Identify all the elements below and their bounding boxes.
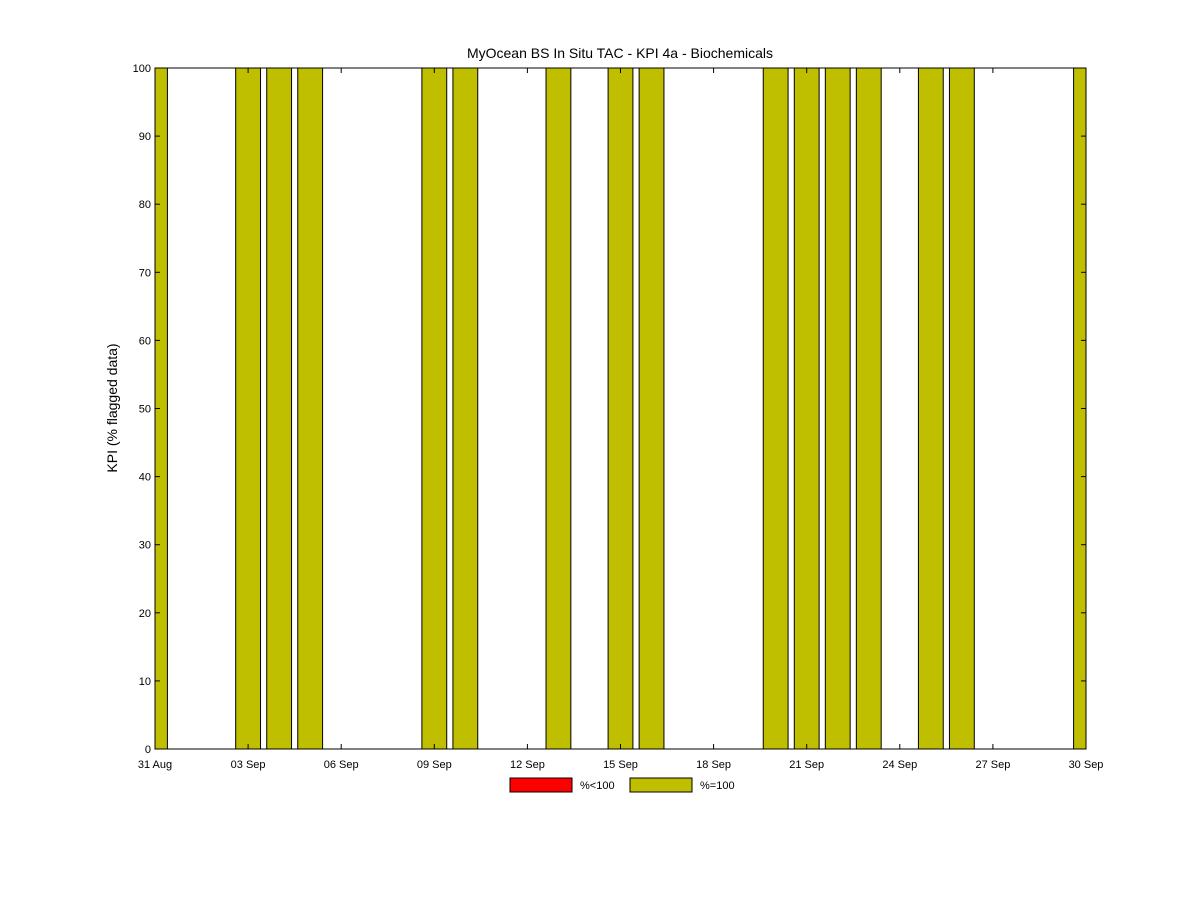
bar: [452, 67, 479, 750]
bar: [917, 67, 944, 750]
y-tick-label: 20: [139, 608, 151, 620]
x-tick-label: 21 Sep: [789, 759, 824, 771]
y-tick-label: 40: [139, 472, 151, 484]
x-tick-label: 30 Sep: [1069, 759, 1104, 771]
y-tick-label: 60: [139, 335, 151, 347]
x-tick-label: 24 Sep: [882, 759, 917, 771]
x-tick-label: 03 Sep: [231, 759, 266, 771]
x-tick-label: 15 Sep: [603, 759, 638, 771]
x-axis: 31 Aug 03 Sep 06 Sep 09 Sep 12 Sep 15 Sep 18 S…: [138, 68, 1104, 771]
bar: [948, 67, 975, 750]
y-tick-label: 80: [139, 199, 151, 211]
bars-layer: [154, 67, 1087, 750]
bar: [266, 67, 293, 750]
y-tick-label: 90: [139, 131, 151, 143]
x-tick-label: 09 Sep: [417, 759, 452, 771]
y-axis: 0 10 20 30 40 50 60 70 80 90 100: [133, 63, 1086, 756]
legend-swatch: [509, 777, 573, 793]
legend-swatch: [629, 777, 693, 793]
bar: [421, 67, 448, 750]
bar: [824, 67, 851, 750]
bar: [607, 67, 634, 750]
y-axis-label: KPI (% flagged data): [104, 343, 120, 472]
x-tick-label: 12 Sep: [510, 759, 545, 771]
y-tick-label: 10: [139, 676, 151, 688]
legend-label: %=100: [700, 780, 735, 792]
legend: %<100 %=100: [509, 777, 735, 793]
bar: [638, 67, 665, 750]
bar: [235, 67, 262, 750]
x-tick-label: 27 Sep: [975, 759, 1010, 771]
bar: [297, 67, 324, 750]
bar: [762, 67, 789, 750]
bar: [793, 67, 820, 750]
bar: [545, 67, 572, 750]
y-tick-label: 0: [145, 744, 151, 756]
y-tick-label: 100: [133, 63, 151, 75]
y-tick-label: 30: [139, 540, 151, 552]
y-tick-label: 70: [139, 267, 151, 279]
x-tick-label: 31 Aug: [138, 759, 172, 771]
legend-label: %<100: [580, 780, 615, 792]
chart-title: MyOcean BS In Situ TAC - KPI 4a - Bioche…: [467, 45, 773, 61]
y-tick-label: 50: [139, 404, 151, 416]
x-tick-label: 18 Sep: [696, 759, 731, 771]
bar: [855, 67, 882, 750]
x-tick-label: 06 Sep: [324, 759, 359, 771]
